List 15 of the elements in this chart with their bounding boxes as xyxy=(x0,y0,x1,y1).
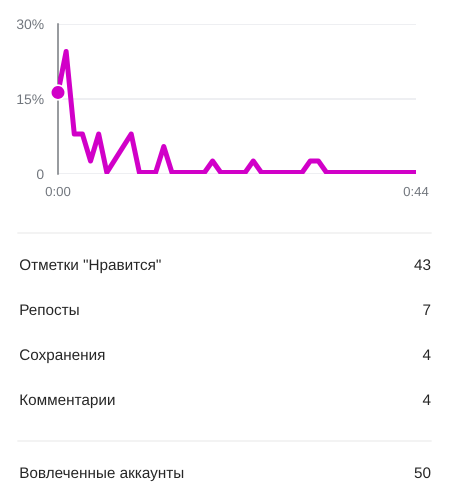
data-label: 43 xyxy=(414,259,430,270)
category-label: Репосты xyxy=(20,304,79,316)
y-tick-label: 0 xyxy=(36,169,44,180)
data-label: 4 xyxy=(422,349,431,360)
category-label: Сохранения xyxy=(20,349,104,364)
data-label: 4 xyxy=(422,394,431,405)
y-tick-label: 15% xyxy=(17,94,44,104)
data-label: 7 xyxy=(423,304,430,315)
data-label: 50 xyxy=(414,467,430,478)
y-tick-label: 30% xyxy=(16,19,44,30)
x-tick-label: 0:44 xyxy=(404,186,428,196)
category-label: Комментарии xyxy=(20,394,114,408)
x-tick-label: 0:00 xyxy=(46,186,70,196)
category-label: Вовлеченные аккаунты xyxy=(20,467,184,482)
category-label: Отметки "Нравится" xyxy=(20,259,161,274)
